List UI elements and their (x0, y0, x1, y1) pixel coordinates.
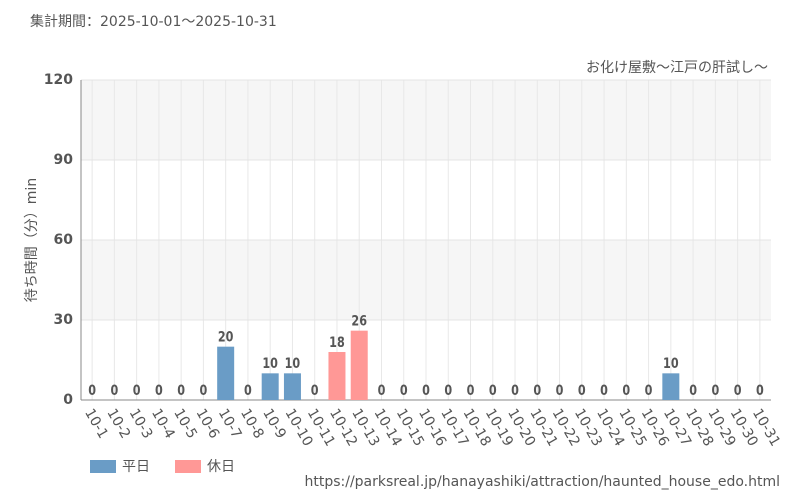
data-label: 10 (663, 355, 679, 372)
data-label: 0 (88, 382, 96, 399)
y-tick-label: 0 (63, 392, 73, 408)
data-label: 0 (467, 382, 475, 399)
data-label: 0 (734, 382, 742, 399)
legend-swatch (175, 460, 201, 473)
data-label: 0 (645, 382, 653, 399)
bar (283, 373, 301, 400)
data-label: 0 (133, 382, 141, 399)
y-tick-label: 90 (54, 152, 74, 168)
y-tick-label: 60 (54, 232, 74, 248)
bar (350, 330, 368, 400)
data-label: 0 (200, 382, 208, 399)
data-label: 0 (244, 382, 252, 399)
data-label: 0 (400, 382, 408, 399)
legend-label: 休日 (207, 459, 235, 475)
data-label: 0 (622, 382, 630, 399)
data-label: 10 (285, 355, 301, 372)
data-label: 18 (329, 334, 345, 351)
y-tick-label: 30 (54, 312, 74, 328)
data-label: 0 (711, 382, 719, 399)
data-label: 0 (155, 382, 163, 399)
legend-swatch (90, 460, 116, 473)
data-label: 0 (511, 382, 519, 399)
bar (662, 373, 680, 400)
bar (261, 373, 279, 400)
data-label: 0 (533, 382, 541, 399)
data-label: 0 (578, 382, 586, 399)
data-label: 0 (489, 382, 497, 399)
data-label: 0 (177, 382, 185, 399)
data-label: 0 (756, 382, 764, 399)
data-label: 0 (378, 382, 386, 399)
source-url: https://parksreal.jp/hanayashiki/attract… (304, 474, 780, 490)
bar (328, 352, 346, 400)
data-label: 0 (600, 382, 608, 399)
y-axis-label: 待ち時間（分）min (24, 178, 40, 302)
chart-title: 集計期間：2025-10-01～2025-10-31 (30, 13, 277, 30)
data-label: 0 (311, 382, 319, 399)
data-label: 10 (262, 355, 278, 372)
data-label: 20 (218, 328, 234, 345)
legend-label: 平日 (122, 459, 150, 475)
data-label: 0 (556, 382, 564, 399)
data-label: 0 (444, 382, 452, 399)
data-label: 0 (689, 382, 697, 399)
data-label: 0 (422, 382, 430, 399)
data-label: 0 (110, 382, 118, 399)
chart-subtitle: お化け屋敷～江戸の肝試し～ (586, 60, 768, 76)
data-label: 26 (351, 312, 367, 329)
y-tick-label: 120 (44, 72, 73, 88)
bar (217, 346, 235, 400)
